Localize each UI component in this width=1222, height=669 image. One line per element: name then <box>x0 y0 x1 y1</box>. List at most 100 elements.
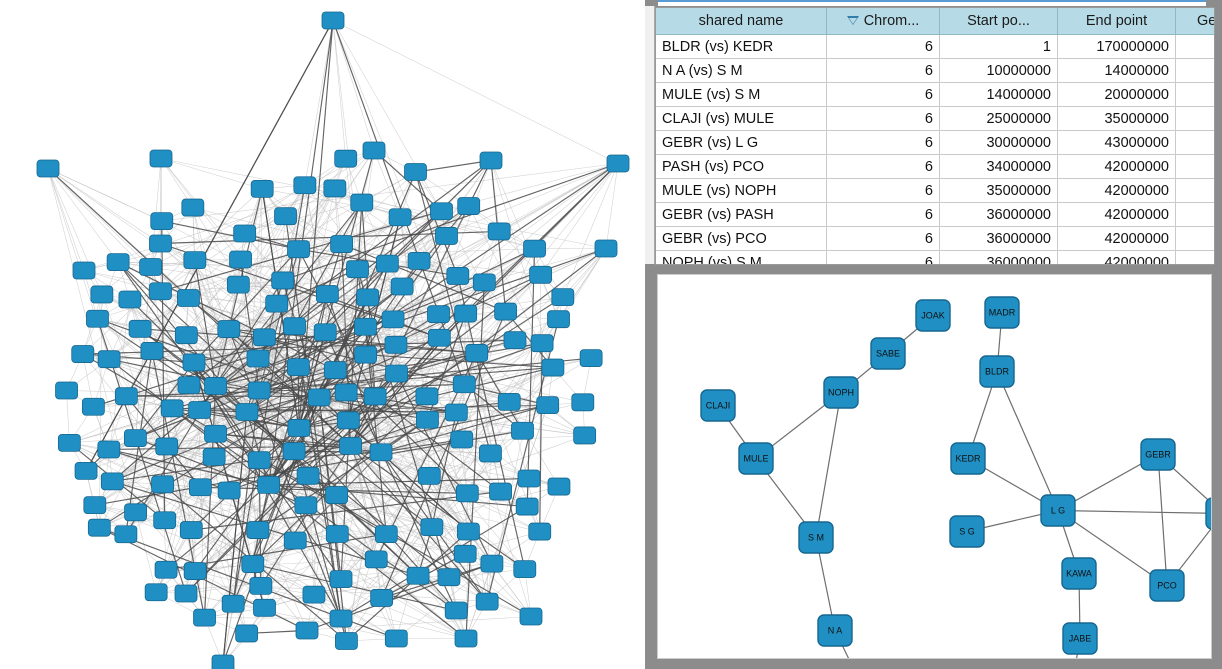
network-edge[interactable] <box>365 354 553 369</box>
network-edge[interactable] <box>193 362 523 432</box>
network-node[interactable] <box>90 285 114 304</box>
network-node[interactable] <box>247 381 271 400</box>
network-edge[interactable] <box>350 342 543 447</box>
network-edge[interactable] <box>194 260 217 387</box>
node-shape[interactable] <box>177 289 200 307</box>
node-shape[interactable] <box>427 305 450 324</box>
network-node[interactable] <box>100 472 124 491</box>
network-edge[interactable] <box>161 163 619 222</box>
node-shape[interactable] <box>315 285 339 303</box>
network-edge[interactable] <box>505 311 554 368</box>
network-node[interactable] <box>329 609 353 628</box>
network-edge[interactable] <box>374 395 501 493</box>
network-node[interactable] <box>57 433 81 452</box>
network-node[interactable] <box>517 469 541 488</box>
network-node[interactable] <box>551 288 575 307</box>
node-shape[interactable] <box>90 285 114 304</box>
network-node[interactable] <box>339 436 362 455</box>
network-edge[interactable] <box>215 373 397 387</box>
table-row[interactable]: CLAJI (vs) MULE625000000350000005.9 <box>656 106 1214 131</box>
network-node[interactable] <box>515 497 539 516</box>
network-node[interactable] <box>427 328 451 347</box>
network-edge[interactable] <box>69 442 397 639</box>
subnetwork-node[interactable]: JABE <box>1062 622 1098 655</box>
node-shape[interactable] <box>915 299 951 332</box>
network-node[interactable] <box>246 349 270 368</box>
network-edge[interactable] <box>240 188 263 260</box>
subnetwork-node[interactable]: SABE <box>870 337 906 370</box>
network-node[interactable] <box>480 554 504 573</box>
table-row[interactable]: N A (vs) S M610000000140000006.6 <box>656 58 1214 83</box>
node-shape[interactable] <box>528 522 552 541</box>
network-edge[interactable] <box>97 210 442 320</box>
network-edge[interactable] <box>490 160 559 320</box>
network-edge[interactable] <box>150 150 375 268</box>
network-node[interactable] <box>235 624 259 643</box>
network-node[interactable] <box>356 288 380 307</box>
subnetwork-edge[interactable] <box>815 392 842 538</box>
network-edge[interactable] <box>195 570 467 639</box>
network-edge[interactable] <box>126 383 465 397</box>
node-shape[interactable] <box>274 207 297 226</box>
network-edge[interactable] <box>94 504 253 565</box>
node-shape[interactable] <box>1140 438 1176 471</box>
node-shape[interactable] <box>370 589 394 607</box>
network-edge[interactable] <box>129 299 195 363</box>
network-node[interactable] <box>233 224 257 243</box>
network-node[interactable] <box>388 208 412 227</box>
network-edge[interactable] <box>467 367 554 494</box>
network-edge[interactable] <box>160 243 457 413</box>
subnetwork-node[interactable]: PCO <box>1149 569 1185 602</box>
node-shape[interactable] <box>183 251 207 270</box>
node-shape[interactable] <box>100 472 124 491</box>
network-node[interactable] <box>252 328 276 347</box>
node-shape[interactable] <box>294 496 318 515</box>
node-shape[interactable] <box>323 179 347 198</box>
network-node[interactable] <box>149 149 173 168</box>
node-shape[interactable] <box>435 227 458 245</box>
network-node[interactable] <box>55 381 78 400</box>
network-node[interactable] <box>296 466 320 485</box>
node-shape[interactable] <box>97 350 121 369</box>
node-shape[interactable] <box>950 442 986 475</box>
node-shape[interactable] <box>325 525 349 543</box>
network-node[interactable] <box>124 503 147 522</box>
node-shape[interactable] <box>150 212 174 230</box>
network-edge[interactable] <box>160 158 263 190</box>
node-shape[interactable] <box>229 250 252 269</box>
network-node[interactable] <box>444 403 468 422</box>
node-shape[interactable] <box>211 654 235 669</box>
network-node[interactable] <box>179 521 203 539</box>
network-edge[interactable] <box>540 163 619 275</box>
network-node[interactable] <box>430 202 453 221</box>
network-node[interactable] <box>350 193 374 212</box>
node-shape[interactable] <box>503 331 527 350</box>
node-shape[interactable] <box>217 320 241 338</box>
network-edge[interactable] <box>161 220 299 250</box>
node-shape[interactable] <box>547 477 571 496</box>
node-shape[interactable] <box>388 208 412 227</box>
network-node[interactable] <box>153 511 177 530</box>
node-shape[interactable] <box>798 521 834 554</box>
network-nodes[interactable] <box>36 11 630 669</box>
network-node[interactable] <box>36 159 60 178</box>
sort-descending-triangle-icon[interactable] <box>846 16 859 26</box>
network-edge[interactable] <box>361 202 457 413</box>
node-shape[interactable] <box>523 239 546 258</box>
node-shape[interactable] <box>55 381 78 400</box>
node-shape[interactable] <box>124 503 147 522</box>
node-shape[interactable] <box>336 411 360 430</box>
network-edge[interactable] <box>257 419 428 531</box>
network-node[interactable] <box>151 475 174 494</box>
network-node[interactable] <box>149 234 172 253</box>
node-shape[interactable] <box>283 317 306 336</box>
network-node[interactable] <box>249 576 273 595</box>
node-shape[interactable] <box>381 310 405 329</box>
network-node[interactable] <box>188 478 212 497</box>
network-edge[interactable] <box>350 404 548 447</box>
node-shape[interactable] <box>456 522 480 541</box>
node-shape[interactable] <box>406 566 430 585</box>
node-shape[interactable] <box>416 410 439 429</box>
